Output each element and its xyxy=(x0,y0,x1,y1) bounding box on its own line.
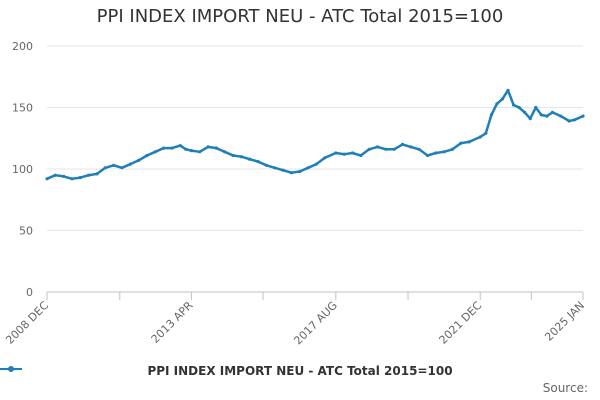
data-point xyxy=(573,118,577,122)
series-line xyxy=(45,89,585,181)
y-axis: 0 50 100 150 200 xyxy=(12,40,33,299)
data-point xyxy=(375,145,380,149)
y-tick-label: 200 xyxy=(12,40,33,53)
y-tick-label: 100 xyxy=(12,163,33,176)
data-point xyxy=(539,113,543,117)
x-tick-label: 2017 AUG xyxy=(291,299,340,348)
data-point xyxy=(45,177,49,181)
data-point xyxy=(384,147,388,151)
gridlines xyxy=(47,45,583,293)
data-point xyxy=(70,177,74,181)
legend[interactable]: PPI INDEX IMPORT NEU - ATC Total 2015=10… xyxy=(0,364,600,378)
data-point xyxy=(523,110,527,114)
data-point xyxy=(103,166,107,170)
y-tick-label: 150 xyxy=(12,102,33,115)
data-point xyxy=(214,146,218,150)
data-point xyxy=(367,147,371,151)
data-point xyxy=(206,145,210,149)
data-point xyxy=(289,171,293,175)
data-point xyxy=(550,110,555,114)
data-point xyxy=(306,166,310,170)
data-point xyxy=(417,147,421,151)
data-point xyxy=(495,102,499,106)
data-point xyxy=(314,162,318,166)
data-point xyxy=(567,119,571,123)
data-point xyxy=(137,158,141,162)
data-point xyxy=(450,147,455,151)
data-point xyxy=(264,163,268,167)
data-point xyxy=(484,131,488,135)
data-point xyxy=(581,114,585,118)
data-point xyxy=(459,141,463,145)
data-point xyxy=(53,173,57,177)
data-point xyxy=(239,155,243,159)
data-point xyxy=(145,153,149,158)
plot-area xyxy=(45,88,585,181)
data-point xyxy=(231,153,235,158)
x-tick-label: 2013 APR xyxy=(149,299,196,346)
data-point xyxy=(342,152,346,156)
y-tick-label: 0 xyxy=(26,286,33,299)
data-point xyxy=(506,88,510,92)
data-point xyxy=(489,113,493,117)
data-point xyxy=(112,163,116,167)
data-point xyxy=(400,142,405,146)
data-point xyxy=(517,105,521,110)
data-point xyxy=(87,173,91,177)
data-point xyxy=(273,166,277,170)
x-tick-label: 2025 JAN xyxy=(542,299,587,344)
data-point xyxy=(359,153,363,158)
data-point xyxy=(120,166,124,170)
x-axis: 2008 DEC 2013 APR 2017 AUG 2021 DEC 2025 JAN xyxy=(3,291,587,348)
data-point xyxy=(184,147,188,151)
data-point xyxy=(153,150,157,154)
data-point xyxy=(248,157,252,161)
data-point xyxy=(409,145,413,149)
data-point xyxy=(511,103,516,107)
data-point xyxy=(559,114,563,118)
source-label: Source: xyxy=(542,381,588,395)
legend-line-marker-icon xyxy=(0,366,22,372)
y-tick-label: 50 xyxy=(19,225,33,238)
data-point xyxy=(223,150,227,154)
data-point xyxy=(281,168,285,172)
data-point xyxy=(178,144,182,148)
data-point xyxy=(500,97,505,101)
data-point xyxy=(545,114,549,118)
x-tick-label: 2008 DEC xyxy=(3,299,51,347)
data-point xyxy=(189,149,193,153)
data-point xyxy=(534,105,538,110)
x-tick-label: 2021 DEC xyxy=(437,299,485,347)
data-point xyxy=(162,146,166,150)
chart-title: PPI INDEX IMPORT NEU - ATC Total 2015=10… xyxy=(96,6,504,27)
data-point xyxy=(478,135,482,139)
data-point xyxy=(334,151,338,155)
data-point xyxy=(256,160,260,164)
data-point xyxy=(323,156,327,160)
data-point xyxy=(62,174,66,178)
data-point xyxy=(95,172,99,176)
data-point xyxy=(128,162,132,166)
data-point xyxy=(78,176,82,180)
data-point xyxy=(198,150,202,154)
line-chart: 0 50 100 150 200 2008 DEC 2013 APR 2017 AUG 202… xyxy=(3,40,587,348)
data-point xyxy=(170,146,174,150)
data-point xyxy=(392,147,396,151)
data-point xyxy=(298,169,302,174)
data-point xyxy=(442,150,446,154)
data-point xyxy=(350,151,355,155)
data-point xyxy=(434,151,438,155)
legend-label: PPI INDEX IMPORT NEU - ATC Total 2015=10… xyxy=(147,364,453,378)
data-point xyxy=(467,140,471,144)
data-point xyxy=(528,117,532,121)
data-point xyxy=(425,153,430,158)
